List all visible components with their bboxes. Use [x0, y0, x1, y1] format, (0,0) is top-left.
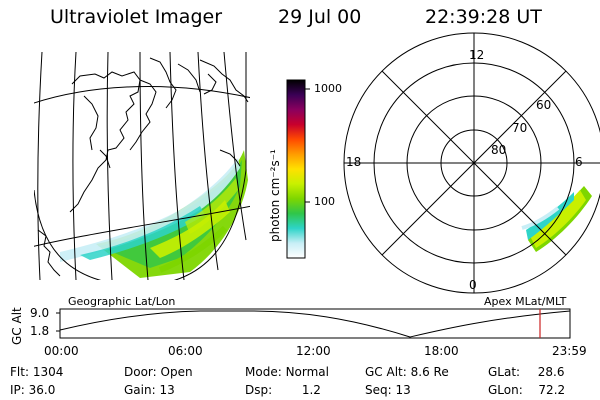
mlat-label-70: 70	[512, 121, 528, 135]
xtick-0600: 06:00	[168, 344, 203, 358]
altitude-ytick-high: 9.0	[30, 306, 50, 320]
gcalt-field: GC Alt: 8.6 Re	[365, 365, 449, 379]
xtick-1800: 18:00	[424, 344, 459, 358]
geographic-map	[34, 52, 250, 280]
mode-label: Mode:	[245, 365, 282, 379]
polar-panel-label: Apex MLat/MLT	[484, 295, 567, 308]
colorbar-tick-100: 100	[314, 195, 335, 208]
flt-field: Flt: 1304	[10, 365, 63, 379]
ip-label: IP:	[10, 383, 25, 397]
colorbar-title: photon cm⁻²s⁻¹	[268, 149, 282, 242]
colorbar	[286, 79, 310, 259]
mlt-label-6: 6	[575, 155, 583, 169]
xtick-0000: 00:00	[44, 344, 79, 358]
seq-label: Seq:	[365, 383, 392, 397]
glat-value: 28.6	[537, 365, 565, 379]
dsp-label: Dsp:	[245, 383, 273, 397]
aurora-emission-geo	[60, 150, 248, 278]
colorbar-gradient	[287, 80, 305, 258]
observation-date: 29 Jul 00	[278, 6, 362, 28]
gcalt-value: 8.6 Re	[410, 365, 449, 379]
graticule	[34, 52, 250, 280]
dsp-field: Dsp: 1.2	[245, 383, 321, 397]
ip-field: IP: 36.0	[10, 383, 55, 397]
mode-field: Mode: Normal	[245, 365, 329, 379]
gain-value: 13	[159, 383, 175, 397]
colorbar-tick-1000: 1000	[314, 82, 342, 95]
gain-field: Gain: 13	[124, 383, 175, 397]
glat-field: GLat: 28.6	[488, 365, 564, 379]
dsp-value: 1.2	[301, 383, 321, 397]
instrument-title: Ultraviolet Imager	[50, 6, 223, 28]
mlt-label-12: 12	[469, 48, 485, 62]
xtick-1200: 12:00	[296, 344, 331, 358]
observation-time: 22:39:28 UT	[425, 6, 542, 28]
gain-label: Gain:	[124, 383, 156, 397]
gcalt-label: GC Alt:	[365, 365, 407, 379]
mode-value: Normal	[285, 365, 329, 379]
glon-value: 72.2	[538, 383, 566, 397]
earth-limb	[34, 52, 247, 280]
door-value: Open	[160, 365, 193, 379]
flt-value: 1304	[32, 365, 64, 379]
glon-field: GLon: 72.2	[488, 383, 565, 397]
door-field: Door: Open	[124, 365, 193, 379]
xtick-2359: 23:59	[552, 344, 587, 358]
mlat-label-80: 80	[491, 143, 507, 157]
geo-panel-label: Geographic Lat/Lon	[68, 295, 176, 308]
altitude-ytick-low: 1.8	[30, 324, 50, 338]
altitude-curve	[59, 310, 571, 338]
mlt-label-18: 18	[346, 155, 362, 169]
polar-plot	[343, 32, 600, 294]
seq-value: 13	[395, 383, 411, 397]
door-label: Door:	[124, 365, 157, 379]
altitude-plot	[56, 308, 571, 339]
seq-field: Seq: 13	[365, 383, 411, 397]
glon-label: GLon:	[488, 383, 523, 397]
mlat-label-60: 60	[536, 98, 552, 112]
flt-label: Flt:	[10, 365, 29, 379]
glat-label: GLat:	[488, 365, 521, 379]
mlt-label-0: 0	[469, 278, 477, 292]
altitude-ylabel: GC Alt	[10, 307, 24, 345]
ip-value: 36.0	[28, 383, 56, 397]
